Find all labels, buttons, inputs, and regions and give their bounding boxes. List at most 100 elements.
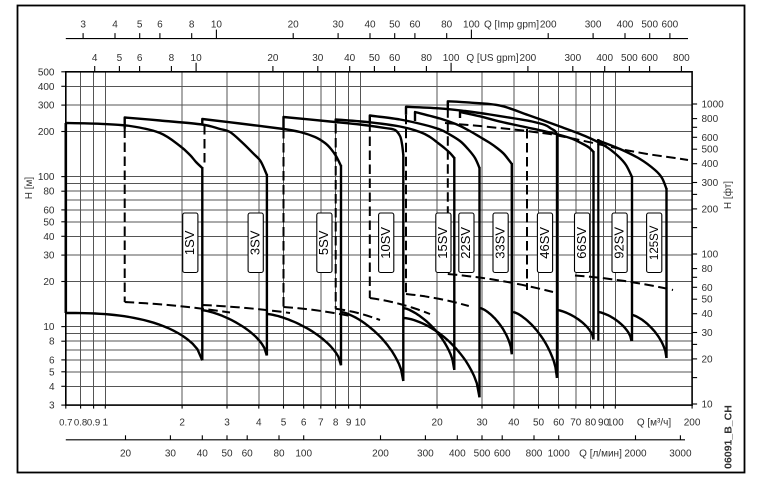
svg-text:46SV: 46SV [537,227,552,259]
svg-text:10SV: 10SV [378,227,393,259]
svg-text:500: 500 [474,449,491,460]
svg-text:60: 60 [389,53,401,64]
svg-text:6: 6 [301,418,307,429]
svg-text:4: 4 [92,53,98,64]
svg-text:H [фт]: H [фт] [722,181,734,209]
svg-text:80: 80 [702,264,714,275]
svg-text:60: 60 [43,205,55,216]
svg-text:400: 400 [702,159,719,170]
svg-text:3: 3 [224,418,230,429]
svg-text:50: 50 [702,295,714,306]
svg-text:06091_B_CH: 06091_B_CH [723,405,735,469]
svg-text:20: 20 [120,449,132,460]
svg-text:10: 10 [43,322,55,333]
svg-text:7: 7 [318,418,324,429]
svg-text:100: 100 [443,53,460,64]
svg-text:4: 4 [112,20,118,31]
svg-text:300: 300 [702,178,719,189]
svg-text:40: 40 [364,20,376,31]
svg-text:5SV: 5SV [316,230,331,255]
svg-text:30: 30 [476,418,488,429]
svg-text:40: 40 [508,418,520,429]
svg-text:4: 4 [49,382,55,393]
svg-text:600: 600 [662,20,679,31]
svg-text:200: 200 [540,20,557,31]
svg-text:800: 800 [702,114,719,125]
svg-text:500: 500 [702,145,719,156]
svg-text:6: 6 [157,20,163,31]
svg-text:200: 200 [520,53,537,64]
svg-text:400: 400 [596,53,613,64]
svg-text:200: 200 [372,449,389,460]
svg-text:500: 500 [621,53,638,64]
svg-text:6: 6 [137,53,143,64]
svg-text:8: 8 [333,418,339,429]
svg-text:22SV: 22SV [458,227,473,259]
svg-text:20: 20 [702,354,714,365]
svg-text:2: 2 [179,418,185,429]
svg-text:600: 600 [641,53,658,64]
svg-text:8: 8 [169,53,175,64]
svg-text:100: 100 [607,418,624,429]
svg-text:70: 70 [570,418,582,429]
svg-text:0.8: 0.8 [74,418,87,429]
svg-text:20: 20 [432,418,444,429]
svg-text:100: 100 [463,20,480,31]
svg-text:1000: 1000 [548,449,571,460]
svg-text:200: 200 [702,204,719,215]
svg-text:10: 10 [702,400,714,411]
svg-text:40: 40 [197,449,209,460]
svg-text:80: 80 [273,449,285,460]
svg-text:Q [м³/ч]: Q [м³/ч] [637,418,672,429]
svg-text:3000: 3000 [669,449,692,460]
svg-text:50: 50 [389,20,401,31]
svg-text:8: 8 [189,20,195,31]
svg-text:3: 3 [49,401,55,412]
svg-text:Q [Imp gpm]: Q [Imp gpm] [484,20,539,31]
svg-text:33SV: 33SV [492,227,507,259]
svg-text:60: 60 [553,418,565,429]
svg-text:600: 600 [494,449,511,460]
svg-text:5: 5 [281,418,287,429]
svg-text:20: 20 [267,53,279,64]
svg-text:92SV: 92SV [611,227,626,259]
svg-text:60: 60 [242,449,254,460]
svg-text:400: 400 [38,82,55,93]
svg-text:50: 50 [369,53,381,64]
svg-text:10: 10 [191,53,203,64]
svg-text:40: 40 [344,53,356,64]
svg-text:40: 40 [43,232,55,243]
svg-text:100: 100 [38,172,55,183]
svg-text:3: 3 [80,20,86,31]
svg-text:800: 800 [673,53,690,64]
svg-text:30: 30 [333,20,345,31]
svg-text:3SV: 3SV [248,230,263,255]
svg-text:H [м]: H [м] [24,177,35,200]
svg-text:5: 5 [49,367,55,378]
svg-text:50: 50 [533,418,545,429]
svg-text:500: 500 [38,67,55,78]
svg-text:66SV: 66SV [574,227,589,259]
svg-text:1SV: 1SV [182,230,197,255]
svg-text:9: 9 [346,418,352,429]
svg-text:30: 30 [702,328,714,339]
svg-text:80: 80 [585,418,597,429]
svg-text:1000: 1000 [702,100,725,111]
svg-text:80: 80 [43,187,55,198]
svg-text:0.9: 0.9 [87,418,100,429]
svg-text:100: 100 [702,250,719,261]
svg-text:Q [US gpm]: Q [US gpm] [466,53,518,64]
svg-text:30: 30 [165,449,177,460]
svg-text:125SV: 125SV [649,225,661,260]
svg-text:400: 400 [617,20,634,31]
svg-text:300: 300 [585,20,602,31]
svg-text:300: 300 [564,53,581,64]
svg-text:4: 4 [256,418,262,429]
svg-text:30: 30 [43,251,55,262]
svg-text:5: 5 [137,20,143,31]
svg-text:100: 100 [295,449,312,460]
svg-text:500: 500 [641,20,658,31]
svg-text:15SV: 15SV [435,227,450,259]
svg-text:1: 1 [103,418,109,429]
svg-text:300: 300 [38,101,55,112]
